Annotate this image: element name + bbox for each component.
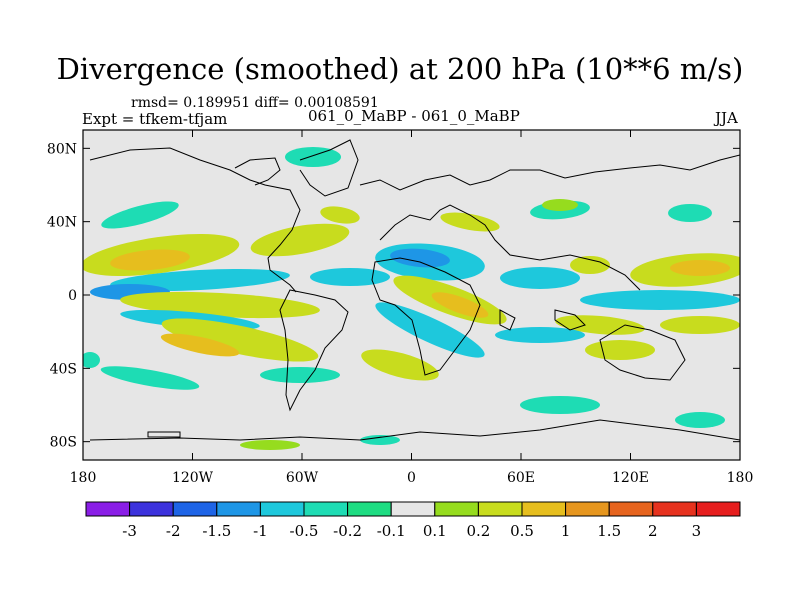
- coastline: [89, 147, 301, 293]
- coastline: [279, 289, 349, 412]
- colorbar-boxes: [85, 501, 741, 517]
- divergence-patch: [361, 349, 439, 381]
- longitude-labels: 180 120W 60W 0 60E 120E 180: [70, 470, 754, 486]
- coastline: [499, 309, 516, 331]
- coastline: [299, 139, 359, 197]
- colorbar-box: [172, 501, 218, 517]
- divergence-patch: [670, 260, 730, 276]
- lat-label: 0: [68, 288, 77, 304]
- colorbar-box: [477, 501, 523, 517]
- lat-label: 40N: [47, 215, 77, 231]
- stats-text: rmsd= 0.189951 diff= 0.00108591: [131, 95, 379, 111]
- colorbar-box: [216, 501, 261, 517]
- colorbar-label: -1.5: [202, 522, 231, 540]
- chart-title: Divergence (smoothed) at 200 hPa (10**6 …: [56, 52, 744, 86]
- lon-label: 120E: [612, 470, 649, 486]
- divergence-patch: [668, 204, 712, 222]
- coastline: [89, 419, 740, 441]
- colorbar-box: [303, 501, 349, 517]
- colorbar-label: -0.5: [290, 522, 319, 540]
- divergence-patch: [161, 318, 319, 362]
- coastline: [379, 204, 641, 291]
- colorbar-box: [390, 501, 436, 517]
- season-label: JJA: [715, 109, 738, 127]
- colorbar-box: [434, 501, 479, 517]
- colorbar-labels: -3 -2 -1.5 -1 -0.5 -0.2 -0.1 0.1 0.2 0.5 1 1.5 2 3: [122, 522, 701, 540]
- colorbar-label: -3: [122, 522, 137, 540]
- lon-label: 60E: [507, 470, 535, 486]
- divergence-patch: [260, 367, 340, 383]
- colorbar-label: 3: [692, 522, 702, 540]
- divergence-patch: [675, 412, 725, 428]
- colorbar-box: [695, 501, 741, 517]
- divergence-patch: [440, 212, 500, 232]
- coastline: [359, 154, 740, 191]
- lon-label: 0: [407, 470, 416, 486]
- divergence-patch: [250, 223, 350, 257]
- colorbar-box: [565, 501, 610, 517]
- colorbar-box: [347, 501, 392, 517]
- lon-label: 120W: [172, 470, 214, 486]
- divergence-patch: [160, 333, 240, 357]
- colorbar-label: -1: [253, 522, 268, 540]
- lat-label: 80N: [47, 141, 77, 157]
- coastlines: [89, 139, 740, 441]
- colorbar-label: 1.5: [597, 522, 621, 540]
- divergence-patch: [431, 292, 489, 318]
- divergence-patch: [101, 201, 179, 229]
- lat-label: 40S: [50, 361, 77, 377]
- divergence-patch: [660, 316, 740, 334]
- divergence-patch: [375, 302, 485, 358]
- divergence-patch: [320, 206, 360, 224]
- lon-label: 180: [70, 470, 97, 486]
- colorbar-box: [85, 501, 131, 517]
- divergence-patch: [110, 268, 290, 292]
- divergence-patch: [240, 440, 300, 450]
- colorbar-box: [129, 501, 174, 517]
- divergence-patch: [390, 248, 450, 268]
- colorbar-label: 1: [561, 522, 571, 540]
- divergence-patch: [500, 267, 580, 289]
- colorbar-box: [259, 501, 305, 517]
- divergence-patch: [570, 256, 610, 274]
- divergence-patch: [83, 352, 100, 368]
- coastline: [234, 157, 281, 186]
- divergence-patch: [520, 396, 600, 414]
- divergence-patch: [100, 366, 200, 390]
- divergence-contours: [83, 147, 740, 450]
- lat-label: 80S: [50, 435, 77, 451]
- colorbar-label: -0.1: [377, 522, 406, 540]
- case-label: 061_0_MaBP - 061_0_MaBP: [308, 107, 520, 125]
- colorbar-label: 0.2: [466, 522, 490, 540]
- divergence-patch: [495, 327, 585, 343]
- lon-label: 180: [727, 470, 754, 486]
- divergence-patch: [542, 199, 578, 211]
- colorbar-label: -0.2: [333, 522, 362, 540]
- divergence-patch: [285, 147, 341, 167]
- colorbar-box: [608, 501, 654, 517]
- plot-area: [82, 129, 741, 461]
- divergence-patch: [360, 435, 400, 445]
- colorbar-label: 0.5: [510, 522, 534, 540]
- colorbar-label: 0.1: [423, 522, 447, 540]
- coastline: [599, 324, 686, 381]
- latitude-labels: 80N 40N 0 40S 80S: [47, 141, 77, 450]
- divergence-patch: [555, 315, 645, 335]
- divergence-patch: [110, 249, 190, 271]
- coastline: [554, 309, 586, 331]
- colorbar-box: [521, 501, 567, 517]
- axis-ticks: [82, 130, 741, 460]
- divergence-patch: [310, 268, 390, 286]
- experiment-label: Expt = tfkem-tfjam: [82, 110, 228, 128]
- colorbar-label: 2: [648, 522, 658, 540]
- coastline: [147, 431, 181, 438]
- divergence-patch: [580, 290, 740, 310]
- coastline: [371, 257, 481, 376]
- colorbar-box: [652, 501, 697, 517]
- divergence-patch: [585, 340, 655, 360]
- colorbar-label: -2: [166, 522, 181, 540]
- lon-label: 60W: [286, 470, 319, 486]
